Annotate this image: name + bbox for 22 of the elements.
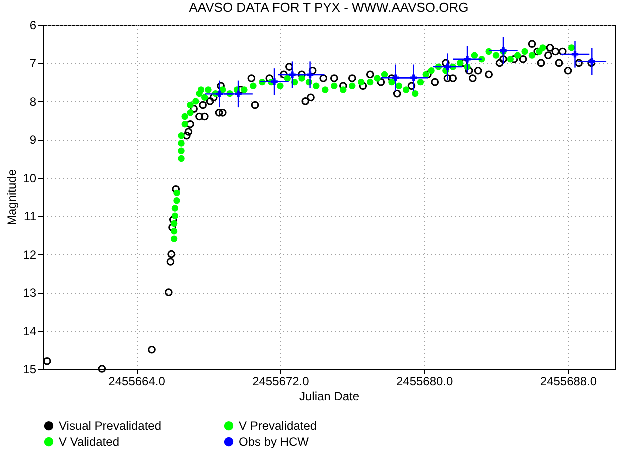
legend-label: V Prevalidated — [239, 419, 318, 434]
legend-label: Visual Prevalidated — [59, 419, 162, 434]
x-tick-label: 2455664.0 — [108, 374, 166, 388]
y-tick-label: 9 — [30, 133, 37, 148]
y-tick-label: 15 — [23, 362, 37, 376]
y-tick-label: 7 — [30, 56, 37, 71]
x-axis-title: Julian Date — [299, 390, 360, 404]
y-tick-label: 11 — [24, 210, 37, 224]
y-tick-label: 12 — [23, 248, 37, 262]
legend-label: Obs by HCW — [239, 435, 310, 449]
y-tick-label: 14 — [23, 324, 37, 338]
x-tick-label: 2455688.0 — [540, 374, 598, 388]
y-axis-title: Magnitude — [5, 169, 20, 226]
chart-title: AAVSO DATA FOR T PYX - WWW.AAVSO.ORG — [189, 0, 469, 15]
legend-label: V Validated — [59, 435, 120, 449]
y-tick-label: 6 — [30, 18, 37, 32]
x-tick-label: 2455680.0 — [396, 374, 454, 388]
x-tick-label: 2455672.0 — [252, 374, 310, 388]
y-tick-label: 8 — [30, 94, 37, 109]
y-tick-label: 10 — [23, 171, 37, 186]
y-tick-label: 13 — [23, 286, 37, 300]
point — [568, 44, 576, 52]
